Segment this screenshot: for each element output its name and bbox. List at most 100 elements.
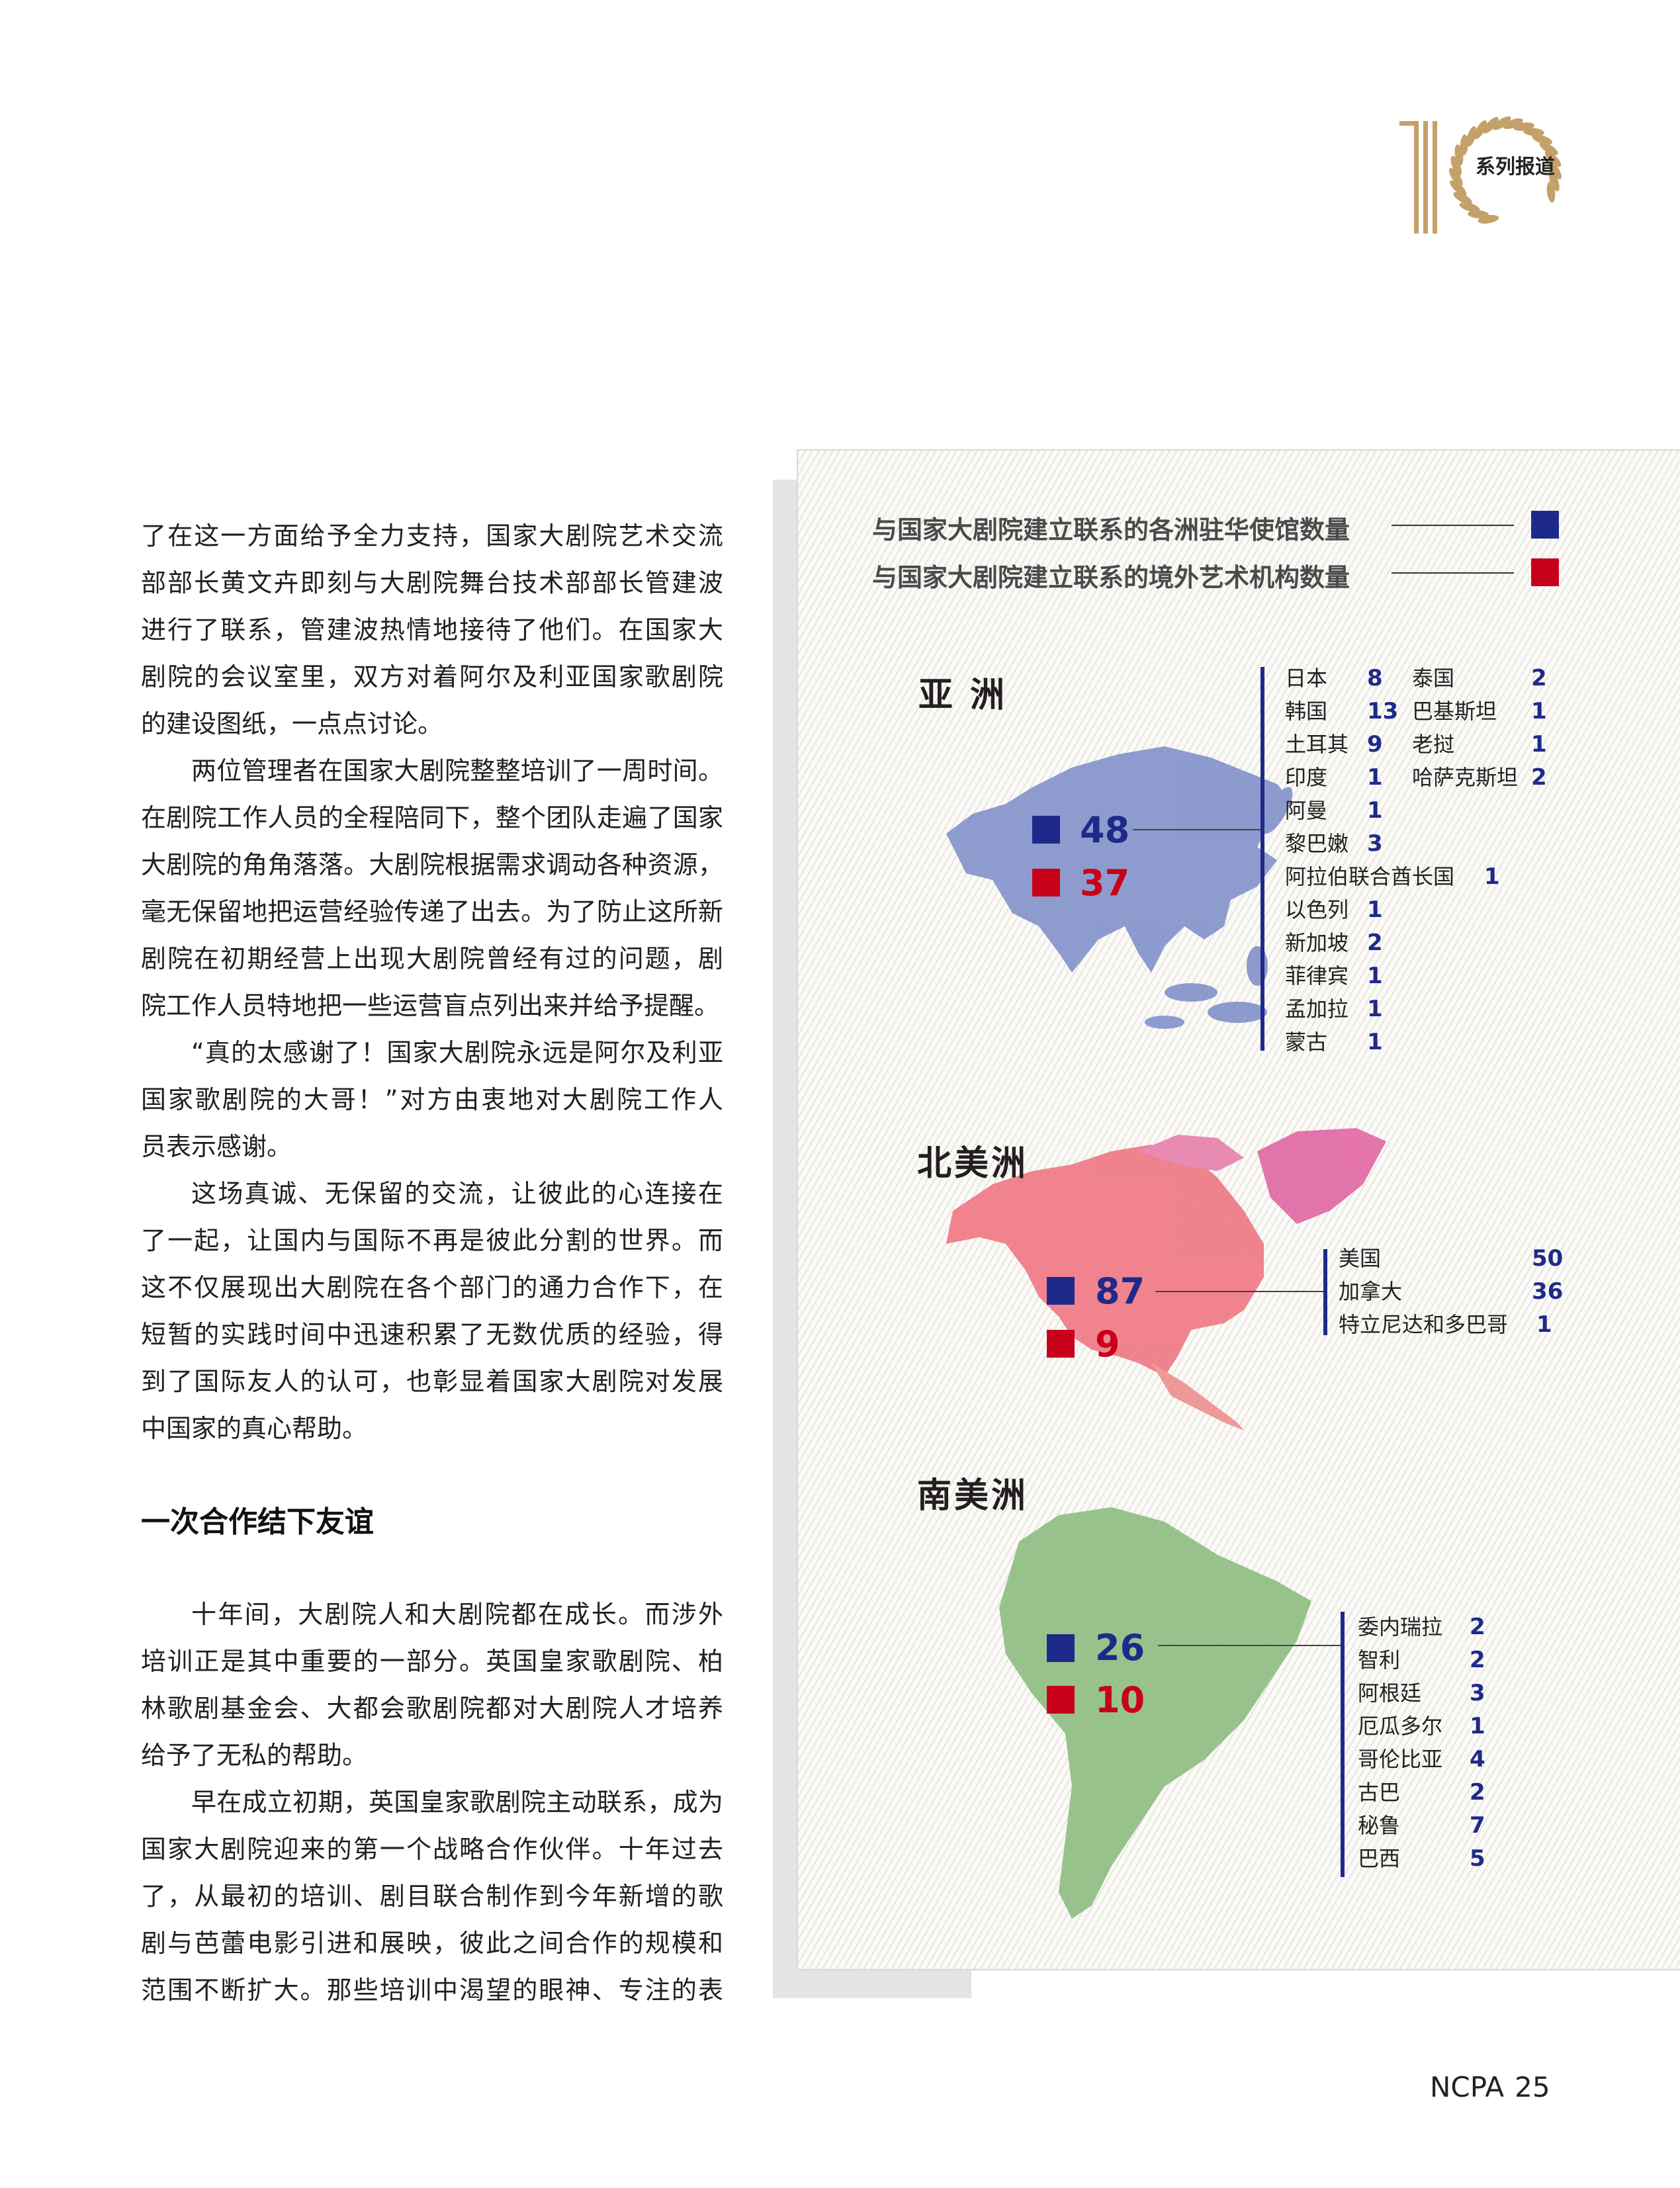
- paragraph-line: 毫无保留地把运营经验传递了出去。为了防止这所新: [141, 897, 723, 926]
- wheat-leaf: [1546, 181, 1556, 203]
- paragraph-line: 培训正是其中重要的一部分。英国皇家歌剧院、柏: [141, 1647, 723, 1676]
- north-america-embassy-count: 87: [1095, 1270, 1145, 1312]
- paragraph-line: 短暂的实践时间中迅速积累了无数优质的经验，得: [141, 1320, 723, 1349]
- country-name: 黎巴嫩: [1285, 831, 1349, 856]
- page-number: 25: [1515, 2071, 1550, 2103]
- paragraph-line: 给予了无私的帮助。: [141, 1741, 368, 1770]
- country-count: 8: [1367, 665, 1383, 691]
- embassy-marker: [1047, 1634, 1075, 1662]
- country-name: 哥伦比亚: [1358, 1747, 1443, 1772]
- legend-connector: [1392, 525, 1514, 526]
- country-name: 老挝: [1412, 732, 1455, 757]
- paragraph-line: 中国家的真心帮助。: [141, 1414, 368, 1443]
- country-name: 加拿大: [1339, 1279, 1403, 1304]
- wheat-leaf: [1474, 120, 1487, 140]
- north-america-institution-count: 9: [1095, 1323, 1120, 1365]
- country-count: 1: [1367, 996, 1383, 1022]
- country-name: 厄瓜多尔: [1358, 1714, 1443, 1739]
- paragraph-line: 这不仅展现出大剧院在各个部门的通力合作下，在: [141, 1273, 723, 1302]
- country-name: 哈萨克斯坦: [1412, 765, 1519, 790]
- country-count: 2: [1470, 1647, 1485, 1673]
- wheat-leaf: [1548, 161, 1562, 179]
- wheat-leaf: [1459, 202, 1480, 212]
- paragraph-line: 了一起，让国内与国际不再是彼此分割的世界。而: [141, 1226, 723, 1255]
- paragraph-line: 了在这一方面给予全力支持，国家大剧院艺术交流: [141, 521, 723, 550]
- country-name: 委内瑞拉: [1358, 1614, 1443, 1640]
- country-name: 菲律宾: [1285, 963, 1349, 988]
- country-name: 蒙古: [1285, 1029, 1328, 1055]
- paragraph-line: 进行了联系，管建波热情地接待了他们。在国家大: [141, 615, 723, 644]
- series-report-label: 系列报道: [1476, 155, 1555, 179]
- wheat-leaf: [1468, 210, 1489, 218]
- section-heading: 一次合作结下友谊: [141, 1505, 374, 1539]
- country-count: 2: [1470, 1779, 1485, 1806]
- country-count: 1: [1367, 797, 1383, 824]
- country-name: 秘鲁: [1358, 1813, 1401, 1838]
- country-count: 3: [1367, 830, 1383, 857]
- country-count: 2: [1531, 665, 1547, 691]
- institution-marker: [1047, 1686, 1075, 1714]
- country-count: 5: [1470, 1845, 1485, 1872]
- country-count: 1: [1367, 897, 1383, 923]
- embassy-marker: [1047, 1277, 1075, 1305]
- country-name: 韩国: [1285, 699, 1328, 724]
- paragraph-line: 剧院的会议室里，双方对着阿尔及利亚国家歌剧院: [141, 662, 723, 691]
- country-count: 1: [1484, 863, 1500, 890]
- country-count: 13: [1367, 698, 1399, 724]
- legend-swatch-red: [1531, 558, 1559, 586]
- wheat-leaf: [1493, 116, 1511, 130]
- country-name: 日本: [1285, 666, 1328, 691]
- country-name: 泰国: [1412, 666, 1455, 691]
- wheat-leaf: [1523, 128, 1544, 136]
- wheat-leaf: [1549, 171, 1560, 192]
- country-name: 阿拉伯联合酋长国: [1285, 864, 1455, 889]
- country-count: 2: [1367, 930, 1383, 956]
- wheat-leaf: [1532, 134, 1553, 145]
- legend-connector: [1392, 572, 1514, 574]
- paragraph-line: 国家歌剧院的大哥！”对方由衷地对大剧院工作人: [141, 1085, 723, 1114]
- paragraph-line: 在剧院工作人员的全程陪同下，整个团队走遍了国家: [141, 803, 723, 832]
- south-america-embassy-count: 26: [1095, 1627, 1145, 1669]
- paragraph-line: 国家大剧院迎来的第一个战略合作伙伴。十年过去: [141, 1835, 723, 1864]
- legend-institutions-label: 与国家大剧院建立联系的境外艺术机构数量: [872, 563, 1350, 592]
- country-name: 美国: [1339, 1246, 1382, 1271]
- connector-line: [1158, 1645, 1343, 1646]
- country-count: 3: [1470, 1680, 1485, 1706]
- paragraph-line: 早在成立初期，英国皇家歌剧院主动联系，成为: [191, 1788, 723, 1817]
- paragraph-line: 部部长黄文卉即刻与大剧院舞台技术部部长管建波: [141, 568, 723, 597]
- asia-embassy-count: 48: [1080, 809, 1130, 851]
- paragraph-line: 剧院在初期经营上出现大剧院曾经有过的问题，剧: [141, 944, 723, 973]
- asia-institution-count: 37: [1080, 862, 1130, 904]
- paragraph-line: 十年间，大剧院人和大剧院都在成长。而涉外: [191, 1600, 723, 1629]
- country-count: 1: [1367, 963, 1383, 989]
- country-name: 阿根廷: [1358, 1681, 1422, 1706]
- wheat-leaf: [1503, 118, 1523, 129]
- country-count: 9: [1367, 731, 1383, 758]
- country-name: 孟加拉: [1285, 996, 1349, 1022]
- legend-swatch-blue: [1531, 511, 1559, 539]
- wheat-leaf: [1544, 151, 1562, 167]
- paragraph-line: 林歌剧基金会、大都会歌剧院都对大剧院人才培养: [141, 1694, 723, 1723]
- wheat-leaf: [1450, 180, 1467, 196]
- paragraph-line: 院工作人员特地把一些运营盲点列出来并给予提醒。: [141, 991, 720, 1020]
- country-name: 智利: [1358, 1647, 1401, 1673]
- page-footer: NCPA 25: [1430, 2071, 1561, 2103]
- article-text-block: 十年间，大剧院人和大剧院都在成长。而涉外培训正是其中重要的一部分。英国皇家歌剧院…: [141, 1591, 723, 2014]
- country-count: 2: [1531, 764, 1547, 791]
- region-title-north-america: 北美洲: [917, 1143, 1029, 1184]
- article-text-block: 了在这一方面给予全力支持，国家大剧院艺术交流 部部长黄文卉即刻与大剧院舞台技术部部…: [141, 513, 723, 1452]
- south-america-institution-count: 10: [1095, 1679, 1145, 1721]
- country-count: 50: [1532, 1245, 1564, 1272]
- legend-embassies-label: 与国家大剧院建立联系的各洲驻华使馆数量: [872, 515, 1350, 545]
- wheat-leaf: [1483, 116, 1499, 134]
- country-name: 特立尼达和多巴哥: [1339, 1312, 1509, 1337]
- country-count: 1: [1536, 1311, 1552, 1338]
- country-name: 阿曼: [1285, 798, 1328, 823]
- country-name: 巴西: [1358, 1846, 1401, 1871]
- country-count: 2: [1470, 1614, 1485, 1640]
- wheat-leaf: [1450, 155, 1462, 176]
- list-bar: [1260, 667, 1264, 1051]
- paragraph-line: 剧与芭蕾电影引进和展映，彼此之间合作的规模和: [141, 1929, 723, 1958]
- wheat-leaf: [1539, 142, 1558, 155]
- embassy-marker: [1032, 816, 1060, 844]
